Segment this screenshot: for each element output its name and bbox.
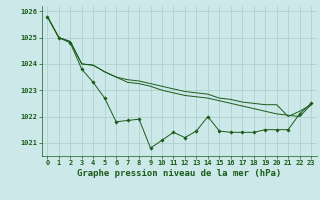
X-axis label: Graphe pression niveau de la mer (hPa): Graphe pression niveau de la mer (hPa): [77, 169, 281, 178]
